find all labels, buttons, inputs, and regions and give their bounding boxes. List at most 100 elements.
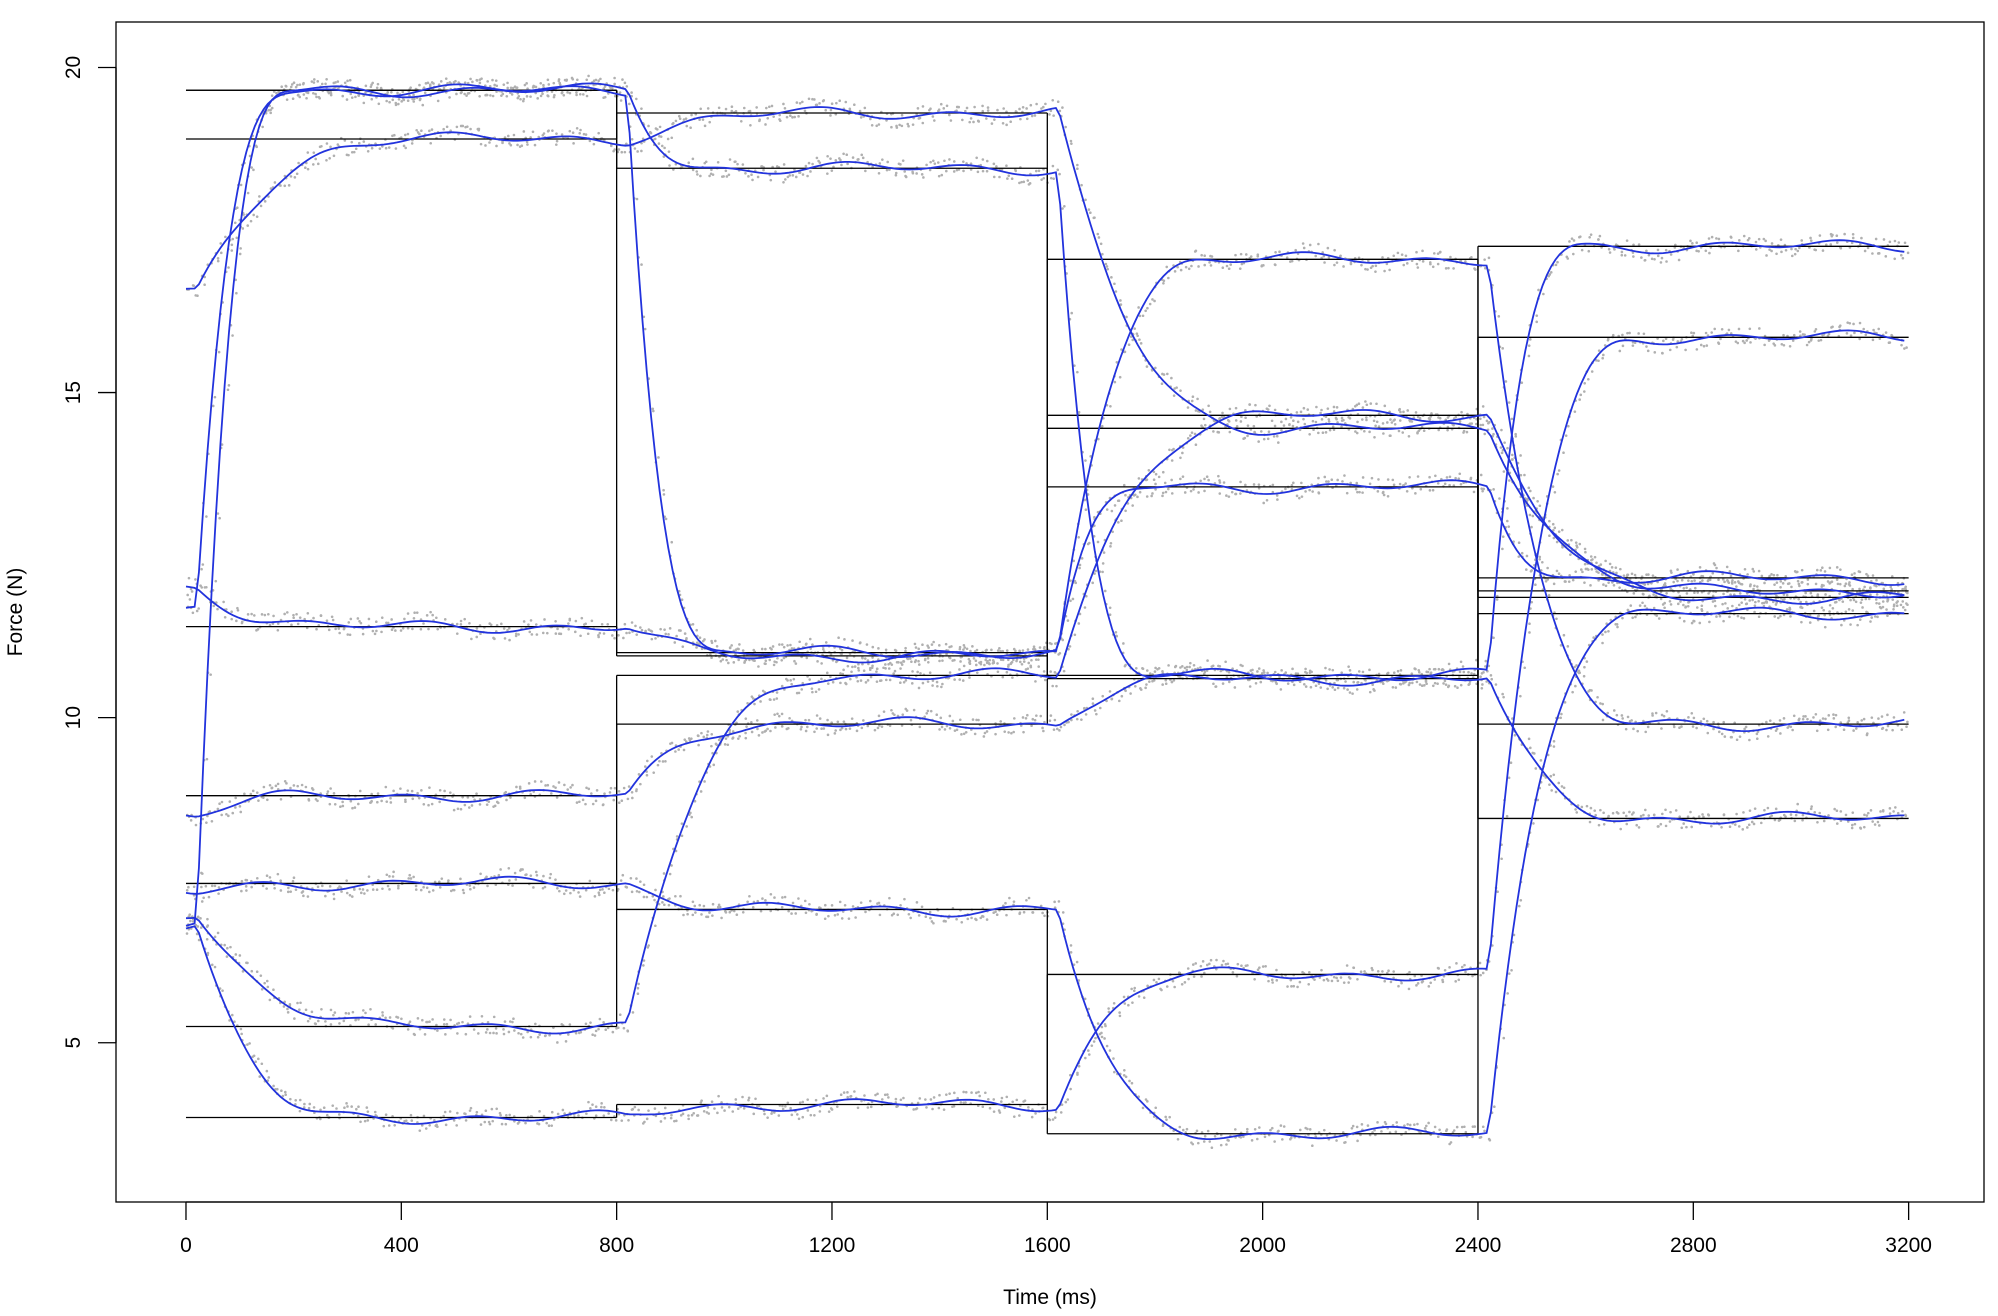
raw-point	[749, 123, 752, 127]
raw-point	[1411, 681, 1414, 685]
raw-point	[317, 623, 321, 627]
raw-point	[1018, 181, 1021, 185]
raw-point	[1888, 807, 1892, 810]
raw-point	[1076, 163, 1079, 167]
raw-point	[1867, 597, 1871, 601]
raw-point	[1377, 672, 1381, 676]
raw-point	[1592, 636, 1595, 639]
raw-point	[1624, 814, 1628, 818]
raw-point	[187, 576, 191, 580]
raw-point	[1512, 933, 1516, 937]
raw-point	[1165, 265, 1169, 269]
raw-point	[1664, 248, 1668, 252]
raw-point	[838, 99, 842, 103]
raw-point	[772, 698, 776, 701]
raw-point	[1119, 303, 1123, 306]
raw-point	[357, 802, 360, 806]
raw-point	[736, 162, 739, 166]
raw-point	[1708, 251, 1711, 255]
raw-point	[1306, 1127, 1309, 1131]
raw-point	[1208, 410, 1212, 414]
raw-point	[1361, 670, 1365, 674]
raw-point	[275, 91, 278, 95]
raw-point	[689, 811, 692, 815]
raw-point	[1737, 825, 1741, 828]
raw-point	[1091, 702, 1095, 705]
raw-point	[897, 162, 901, 166]
raw-point	[1424, 678, 1428, 682]
raw-point	[499, 868, 502, 871]
raw-point	[1800, 239, 1804, 242]
raw-point	[1717, 578, 1720, 582]
raw-point	[221, 989, 224, 992]
raw-point	[1034, 169, 1038, 173]
raw-point	[1527, 486, 1531, 490]
raw-point	[1291, 667, 1294, 671]
raw-point	[1161, 1124, 1165, 1128]
raw-point	[985, 730, 989, 733]
raw-point	[783, 106, 787, 110]
raw-point	[1262, 264, 1265, 267]
raw-point	[1414, 411, 1418, 414]
raw-point	[1527, 344, 1531, 347]
raw-point	[1062, 669, 1066, 673]
raw-point	[775, 691, 779, 694]
raw-point	[782, 656, 786, 660]
raw-point	[1451, 1131, 1455, 1134]
raw-point	[209, 673, 212, 676]
raw-point	[412, 100, 416, 103]
raw-point	[1308, 243, 1312, 247]
raw-point	[1851, 823, 1854, 827]
raw-point	[541, 886, 545, 890]
raw-point	[1141, 1106, 1145, 1110]
raw-point	[1436, 252, 1440, 255]
raw-point	[968, 120, 971, 124]
raw-point	[330, 615, 334, 619]
raw-point	[443, 1110, 447, 1114]
raw-point	[378, 147, 382, 150]
raw-point	[1585, 660, 1589, 663]
raw-point	[495, 1107, 499, 1111]
raw-point	[820, 727, 823, 730]
raw-point	[766, 116, 770, 120]
raw-point	[554, 786, 557, 789]
raw-point	[1341, 1131, 1345, 1134]
raw-point	[542, 1114, 546, 1118]
raw-point	[1360, 263, 1363, 267]
raw-point	[930, 920, 934, 923]
raw-point	[726, 743, 730, 747]
raw-point	[483, 1120, 487, 1124]
raw-point	[495, 1032, 498, 1035]
raw-point	[829, 157, 832, 160]
raw-point	[541, 92, 544, 96]
raw-point	[1798, 584, 1801, 588]
raw-point	[630, 791, 634, 794]
raw-point	[362, 140, 366, 143]
raw-point	[357, 1018, 360, 1021]
raw-point	[354, 147, 358, 151]
raw-point	[1227, 267, 1231, 271]
raw-point	[266, 985, 270, 989]
raw-point	[1473, 1125, 1477, 1128]
raw-point	[1332, 428, 1336, 432]
raw-point	[521, 868, 524, 871]
raw-point	[255, 876, 259, 880]
raw-point	[603, 891, 606, 894]
raw-point	[503, 1020, 507, 1023]
raw-point	[1148, 672, 1152, 675]
raw-point	[1507, 972, 1511, 975]
raw-point	[811, 162, 814, 166]
raw-point	[367, 1023, 370, 1027]
raw-point	[257, 1057, 260, 1061]
raw-point	[1606, 711, 1610, 715]
raw-point	[635, 633, 639, 636]
raw-point	[433, 1119, 436, 1122]
raw-point	[380, 799, 383, 803]
raw-point	[457, 1021, 461, 1025]
raw-point	[370, 146, 374, 150]
raw-point	[763, 730, 767, 733]
raw-point	[1852, 729, 1855, 732]
raw-point	[533, 143, 537, 147]
raw-point	[835, 101, 838, 105]
raw-point	[1722, 592, 1725, 596]
